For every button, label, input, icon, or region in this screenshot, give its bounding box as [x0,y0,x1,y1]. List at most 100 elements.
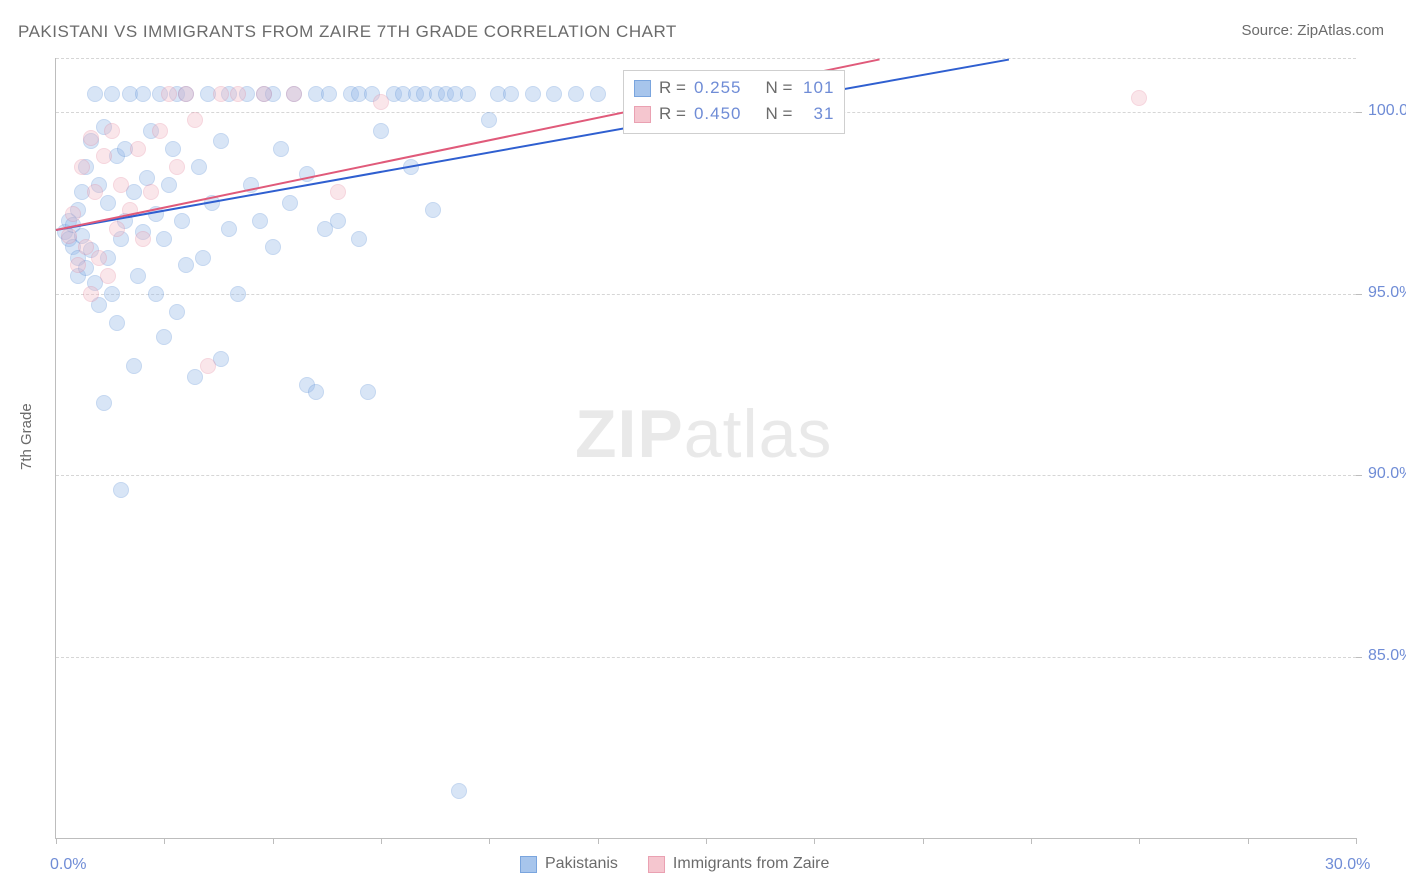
scatter-point-pak [187,369,203,385]
scatter-point-zaire [152,123,168,139]
y-tick-label: 100.0% [1368,102,1406,120]
scatter-point-zaire [178,86,194,102]
stat-n-value-zaire: 31 [800,104,834,124]
scatter-point-pak [169,304,185,320]
stat-n-label: N = [765,78,792,98]
scatter-point-zaire [130,141,146,157]
scatter-point-zaire [109,221,125,237]
scatter-point-pak [195,250,211,266]
scatter-point-zaire [135,231,151,247]
x-tick [1356,838,1357,844]
scatter-point-pak [252,213,268,229]
x-tick [381,838,382,844]
scatter-point-pak [126,358,142,374]
scatter-point-pak [265,239,281,255]
stat-r-value-zaire: 0.450 [694,104,742,124]
scatter-point-pak [213,133,229,149]
y-tick [1356,475,1362,476]
gridline [56,475,1356,476]
source-label: Source: ZipAtlas.com [1241,22,1384,39]
legend-label: Pakistanis [545,855,618,873]
x-tick [598,838,599,844]
scatter-point-zaire [83,130,99,146]
scatter-point-zaire [143,184,159,200]
y-tick [1356,294,1362,295]
x-tick [1031,838,1032,844]
y-tick-label: 95.0% [1368,284,1406,302]
scatter-point-pak [96,395,112,411]
scatter-point-zaire [213,86,229,102]
swatch-zaire [634,106,651,123]
scatter-point-pak [87,86,103,102]
scatter-point-zaire [169,159,185,175]
scatter-point-pak [481,112,497,128]
scatter-point-pak [525,86,541,102]
scatter-point-pak [230,286,246,302]
x-tick [56,838,57,844]
scatter-point-zaire [286,86,302,102]
scatter-point-zaire [113,177,129,193]
scatter-point-pak [174,213,190,229]
stat-n-value-pak: 101 [800,78,834,98]
scatter-point-zaire [61,228,77,244]
y-tick-label: 90.0% [1368,465,1406,483]
trendline-pak [56,58,1010,230]
x-tick [1248,838,1249,844]
scatter-point-pak [273,141,289,157]
scatter-point-pak [130,268,146,284]
scatter-point-zaire [83,286,99,302]
scatter-point-zaire [1131,90,1147,106]
legend: Pakistanis Immigrants from Zaire [520,855,829,873]
scatter-point-pak [165,141,181,157]
scatter-point-pak [360,384,376,400]
x-tick [814,838,815,844]
scatter-point-pak [104,286,120,302]
x-tick [273,838,274,844]
scatter-point-pak [161,177,177,193]
scatter-point-pak [104,86,120,102]
scatter-point-pak [191,159,207,175]
gridline [56,657,1356,658]
scatter-point-zaire [187,112,203,128]
x-tick [923,838,924,844]
legend-item: Immigrants from Zaire [648,855,829,873]
x-tick [706,838,707,844]
scatter-point-zaire [70,257,86,273]
stats-box: R =0.255N =101R =0.450N =31 [623,70,845,134]
scatter-point-zaire [104,123,120,139]
y-tick [1356,657,1362,658]
scatter-point-zaire [100,268,116,284]
x-tick-label-max: 30.0% [1325,856,1370,874]
scatter-point-pak [590,86,606,102]
x-tick [1139,838,1140,844]
x-tick-label-min: 0.0% [50,856,86,874]
x-tick [489,838,490,844]
scatter-point-pak [282,195,298,211]
y-tick [1356,112,1362,113]
stat-r-label: R = [659,78,686,98]
gridline [56,294,1356,295]
stats-row-zaire: R =0.450N =31 [634,101,834,127]
swatch-pak [634,80,651,97]
legend-swatch [648,856,665,873]
stat-r-value-pak: 0.255 [694,78,742,98]
scatter-point-pak [568,86,584,102]
scatter-point-pak [460,86,476,102]
scatter-point-pak [321,86,337,102]
x-tick [164,838,165,844]
scatter-point-pak [109,315,125,331]
scatter-point-zaire [91,250,107,266]
scatter-point-pak [100,195,116,211]
scatter-point-pak [546,86,562,102]
scatter-point-zaire [330,184,346,200]
scatter-point-pak [425,202,441,218]
scatter-point-pak [156,231,172,247]
y-axis-label: 7th Grade [18,403,35,470]
scatter-point-pak [451,783,467,799]
scatter-plot: 85.0%90.0%95.0%100.0%R =0.255N =101R =0.… [55,58,1356,839]
stat-n-label: N = [765,104,792,124]
scatter-point-zaire [161,86,177,102]
scatter-point-pak [113,482,129,498]
scatter-point-pak [221,221,237,237]
legend-item: Pakistanis [520,855,618,873]
